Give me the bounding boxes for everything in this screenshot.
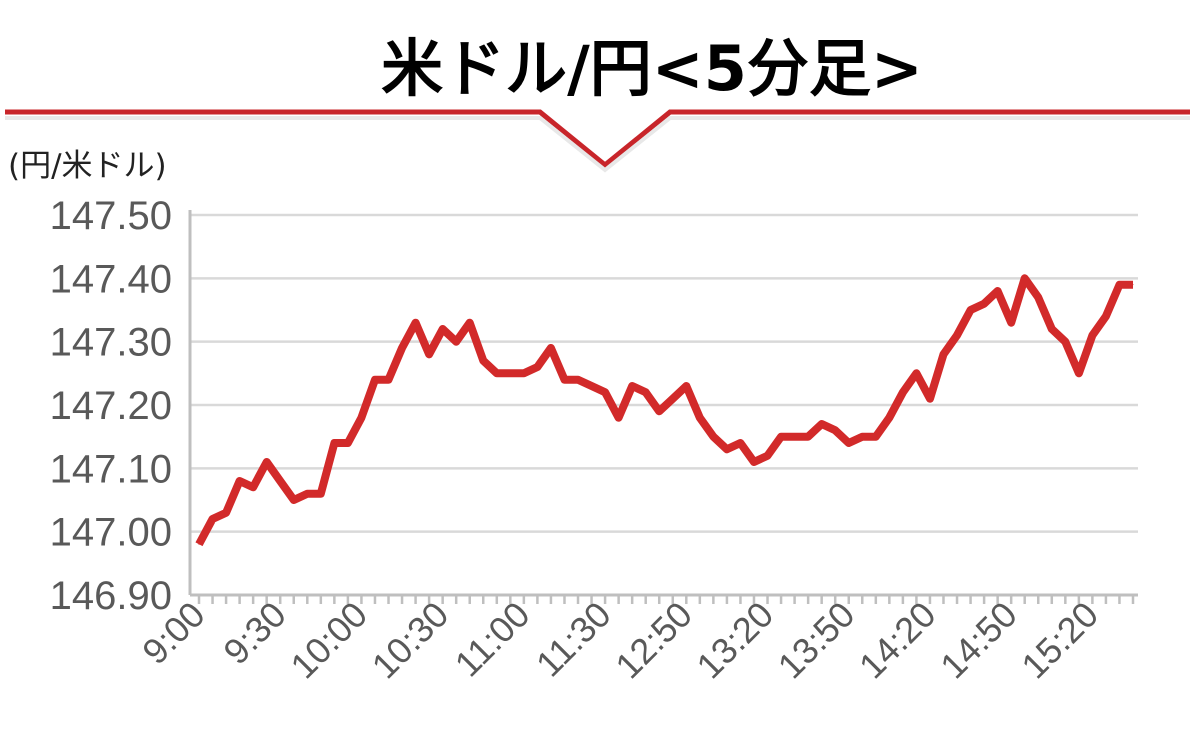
data-point	[252, 486, 254, 488]
data-point	[563, 379, 565, 381]
data-point	[482, 360, 484, 362]
data-point	[970, 309, 972, 311]
data-point	[496, 372, 498, 374]
data-point	[239, 480, 241, 482]
data-point	[834, 429, 836, 431]
data-point	[1051, 328, 1053, 330]
data-point	[523, 372, 525, 374]
data-point	[645, 391, 647, 393]
y-tick-label: 147.50	[50, 194, 172, 238]
title-banner-line	[5, 109, 1190, 169]
data-point	[753, 461, 755, 463]
x-tick-label: 14:20	[851, 594, 944, 687]
y-tick-label: 147.30	[50, 321, 172, 365]
x-tick-label: 14:50	[932, 594, 1025, 687]
data-point	[469, 322, 471, 324]
data-point	[1037, 296, 1039, 298]
data-point	[347, 442, 349, 444]
x-tick-label: 10:00	[282, 594, 375, 687]
data-point	[591, 385, 593, 387]
data-point	[712, 436, 714, 438]
data-point	[875, 436, 877, 438]
data-point	[1105, 315, 1107, 317]
data-point	[604, 391, 606, 393]
data-point	[320, 493, 322, 495]
y-axis-unit-label: (円/米ドル)	[8, 148, 167, 184]
data-point	[807, 436, 809, 438]
data-point	[861, 436, 863, 438]
data-point	[767, 455, 769, 457]
axes	[188, 210, 1138, 604]
data-point	[915, 372, 917, 374]
x-tick-label: 13:50	[770, 594, 863, 687]
data-point	[888, 417, 890, 419]
y-axis-ticks: 147.50 147.40 147.30 147.20 147.10 147.00 146.…	[50, 194, 172, 618]
data-point	[942, 353, 944, 355]
data-point	[455, 341, 457, 343]
data-point	[1010, 322, 1012, 324]
data-point	[739, 442, 741, 444]
data-point	[374, 379, 376, 381]
data-point	[902, 391, 904, 393]
x-tick-label: 11:30	[528, 594, 619, 685]
x-tick-label: 9:30	[215, 594, 294, 673]
data-point	[415, 322, 417, 324]
data-point	[198, 543, 200, 545]
series-line	[195, 274, 1133, 547]
y-tick-label: 147.10	[50, 447, 172, 491]
x-tick-label: 11:00	[447, 594, 538, 685]
data-point	[536, 366, 538, 368]
x-tick-label: 12:50	[607, 594, 700, 687]
data-point	[1064, 341, 1066, 343]
data-point	[360, 417, 362, 419]
data-point	[1118, 284, 1120, 286]
data-point	[983, 303, 985, 305]
data-point	[1091, 334, 1093, 336]
series-layer	[195, 274, 1134, 547]
data-point	[780, 436, 782, 438]
data-point	[266, 461, 268, 463]
data-point	[1132, 284, 1134, 286]
y-tick-label: 147.20	[50, 384, 172, 428]
data-point	[848, 442, 850, 444]
data-point	[821, 423, 823, 425]
data-point	[212, 518, 214, 520]
data-point	[388, 379, 390, 381]
x-axis-ticks: 9:00 9:3010:0010:3011:0011:3012:5013:2013…	[134, 594, 1106, 687]
data-point	[929, 398, 931, 400]
chart-title: 米ドル/円<5分足>	[381, 32, 923, 105]
data-point	[672, 398, 674, 400]
y-tick-label: 146.90	[50, 574, 172, 618]
data-point	[442, 328, 444, 330]
x-tick-label: 13:20	[688, 594, 781, 687]
data-point	[997, 290, 999, 292]
data-point	[726, 448, 728, 450]
data-point	[293, 499, 295, 501]
data-point	[1024, 277, 1026, 279]
data-point	[956, 334, 958, 336]
data-point	[225, 512, 227, 514]
data-point	[658, 410, 660, 412]
gridlines	[190, 213, 1138, 533]
data-point	[577, 379, 579, 381]
data-point	[618, 417, 620, 419]
data-point	[333, 442, 335, 444]
data-point	[279, 480, 281, 482]
x-tick-label: 15:20	[1013, 594, 1106, 687]
data-point	[401, 347, 403, 349]
data-point	[699, 417, 701, 419]
data-point	[631, 385, 633, 387]
data-point	[1078, 372, 1080, 374]
data-point	[685, 385, 687, 387]
x-tick-label: 10:30	[364, 594, 457, 687]
data-point	[428, 353, 430, 355]
title-banner-shadow	[5, 116, 1190, 173]
data-point	[550, 347, 552, 349]
data-point	[306, 493, 308, 495]
y-tick-label: 147.40	[50, 257, 172, 301]
y-tick-label: 147.00	[50, 511, 172, 555]
data-point	[794, 436, 796, 438]
data-point	[509, 372, 511, 374]
